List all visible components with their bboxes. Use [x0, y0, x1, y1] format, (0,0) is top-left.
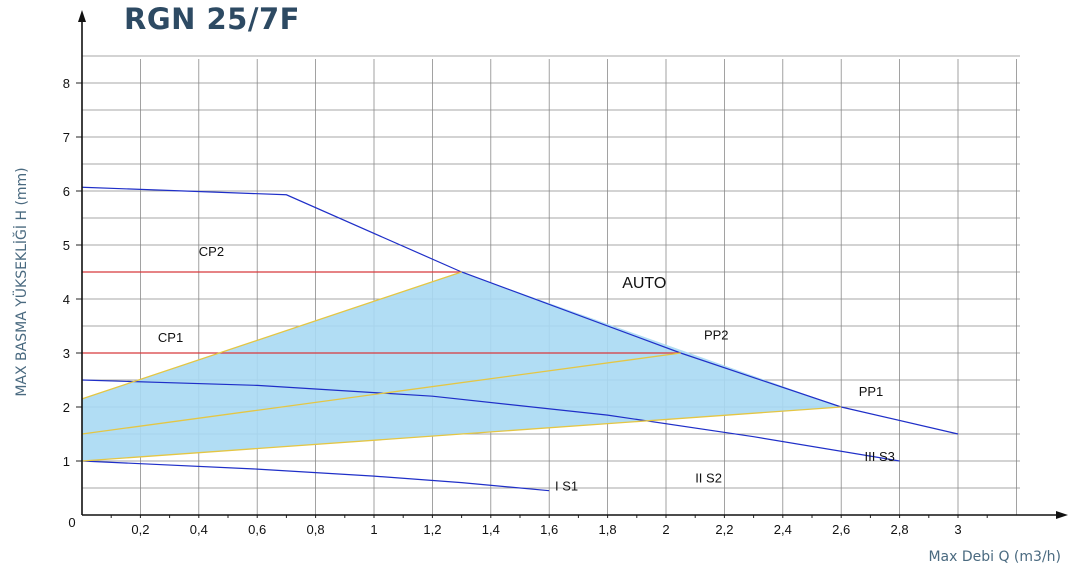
x-tick-label: 1,8: [599, 522, 617, 537]
x-tick-label: 2: [662, 522, 669, 537]
auto-region: [82, 272, 842, 461]
x-tick-label: 1,6: [540, 522, 558, 537]
chart-title: RGN 25/7F: [124, 2, 300, 36]
y-tick-label: 6: [63, 184, 70, 199]
y-tick-label: 8: [63, 76, 70, 91]
x-tick-label: 2,4: [774, 522, 792, 537]
annotation-label: CP2: [199, 244, 224, 259]
series-line-pp2: [81, 352, 681, 435]
series-line-auto: [81, 186, 959, 435]
x-axis-label: Max Debi Q (m3/h): [928, 549, 1061, 565]
y-tick-label: 4: [63, 292, 70, 307]
series-line-cp2-prop: [81, 271, 462, 400]
x-tick-label: 0,2: [131, 522, 149, 537]
series-line-s3: [81, 379, 900, 462]
annotation-label: I S1: [555, 479, 578, 494]
x-tick-label: 2,8: [891, 522, 909, 537]
y-tick-label: 3: [63, 346, 70, 361]
x-tick-label: 2,2: [715, 522, 733, 537]
y-tick-label: 1: [63, 454, 70, 469]
x-tick-label: 0,8: [307, 522, 325, 537]
annotation-label: III S3: [865, 449, 895, 464]
y-tick-label: 5: [63, 238, 70, 253]
origin-label: 0: [68, 515, 75, 530]
series-line-s1: [81, 460, 550, 492]
annotation-label: PP1: [859, 384, 884, 399]
annotation-label: AUTO: [622, 275, 666, 292]
annotation-label: CP1: [158, 330, 183, 345]
y-tick-label: 2: [63, 400, 70, 415]
x-tick-label: 1,4: [482, 522, 500, 537]
series-line-pp1: [81, 406, 842, 462]
annotation-label: II S2: [695, 471, 722, 486]
x-tick-label: 1: [370, 522, 377, 537]
y-tick-label: 7: [63, 130, 70, 145]
x-axis-arrow-icon: [1056, 511, 1068, 519]
x-tick-label: 1,2: [423, 522, 441, 537]
y-axis-arrow-icon: [78, 10, 86, 22]
x-tick-label: 0,6: [248, 522, 266, 537]
x-tick-label: 2,6: [832, 522, 850, 537]
x-tick-label: 3: [954, 522, 961, 537]
x-tick-label: 0,4: [190, 522, 208, 537]
annotation-label: PP2: [704, 328, 729, 343]
